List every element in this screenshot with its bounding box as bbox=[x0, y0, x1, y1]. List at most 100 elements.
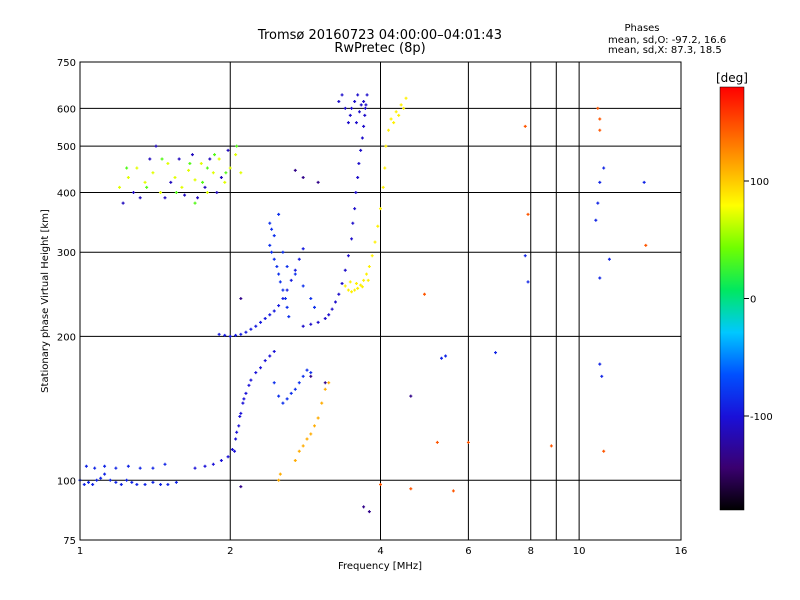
point-10-7 bbox=[642, 180, 646, 184]
point-1-2 bbox=[211, 462, 215, 466]
point-10-4 bbox=[526, 280, 530, 284]
point-0-23 bbox=[138, 466, 142, 470]
point-8-3 bbox=[174, 190, 178, 194]
point-11-9 bbox=[644, 243, 648, 247]
x-tick-label-5: 10 bbox=[573, 546, 586, 557]
point-10-8 bbox=[598, 362, 602, 366]
y-tick-label-4: 400 bbox=[57, 188, 76, 199]
point-10-1 bbox=[444, 354, 448, 358]
point-7-3 bbox=[148, 157, 152, 161]
point-9-5 bbox=[312, 424, 316, 428]
point-4-22 bbox=[365, 93, 369, 97]
point-6-0 bbox=[118, 185, 122, 189]
point-7-9 bbox=[190, 153, 194, 157]
point-5-19 bbox=[399, 103, 403, 107]
point-4-4 bbox=[327, 313, 331, 317]
point-11-8 bbox=[598, 128, 602, 132]
point-12-4 bbox=[293, 168, 297, 172]
point-0-4 bbox=[95, 478, 99, 482]
point-9-2 bbox=[301, 444, 305, 448]
point-11-5 bbox=[526, 212, 530, 216]
point-5-22 bbox=[397, 113, 401, 117]
point-7-1 bbox=[132, 190, 136, 194]
point-4-12 bbox=[351, 221, 355, 225]
x-tick-label-0: 1 bbox=[77, 546, 83, 557]
point-5-26 bbox=[360, 285, 364, 289]
point-5-27 bbox=[366, 278, 370, 282]
point-8-0 bbox=[125, 166, 129, 170]
point-4-29 bbox=[340, 93, 344, 97]
point-4-35 bbox=[363, 106, 367, 110]
point-4-14 bbox=[354, 190, 358, 194]
point-4-16 bbox=[357, 161, 361, 165]
point-8-9 bbox=[193, 201, 197, 205]
point-12-0 bbox=[239, 485, 243, 489]
point-5-3 bbox=[353, 288, 357, 292]
point-1-4 bbox=[226, 455, 230, 459]
point-4-13 bbox=[353, 207, 357, 211]
point-9-0 bbox=[293, 458, 297, 462]
point-6-15 bbox=[223, 180, 227, 184]
point-4-3 bbox=[323, 316, 327, 320]
point-9-9 bbox=[327, 381, 331, 385]
point-12-9 bbox=[239, 297, 243, 301]
point-3-19 bbox=[312, 305, 316, 309]
point-9-8 bbox=[323, 387, 327, 391]
point-1-15 bbox=[263, 359, 267, 363]
point-1-16 bbox=[268, 354, 272, 358]
point-12-2 bbox=[367, 510, 371, 514]
point-5-11 bbox=[376, 224, 380, 228]
point-2-9 bbox=[263, 316, 267, 320]
point-6-1 bbox=[126, 175, 130, 179]
point-5-8 bbox=[367, 265, 371, 269]
point-4-15 bbox=[356, 175, 360, 179]
point-1-5 bbox=[230, 447, 234, 451]
chart-title: Tromsø 20160723 04:00:00–04:01:43 bbox=[257, 28, 502, 43]
point-5-25 bbox=[354, 282, 358, 286]
point-6-9 bbox=[187, 168, 191, 172]
stats-line-x: mean, sd,X: 87.3, 18.5 bbox=[608, 45, 722, 56]
point-11-1 bbox=[409, 487, 413, 491]
point-3-0 bbox=[268, 243, 272, 247]
point-1-3 bbox=[219, 458, 223, 462]
point-6-14 bbox=[217, 157, 221, 161]
point-6-5 bbox=[159, 190, 163, 194]
point-6-8 bbox=[180, 185, 184, 189]
point-1-6 bbox=[234, 437, 238, 441]
point-0-11 bbox=[130, 480, 134, 484]
point-9-1 bbox=[297, 449, 301, 453]
point-7-11 bbox=[203, 185, 207, 189]
point-5-4 bbox=[356, 286, 360, 290]
colorbar-tick-label-2: -100 bbox=[750, 412, 773, 423]
point-7-15 bbox=[226, 148, 230, 152]
point-3-3 bbox=[275, 265, 279, 269]
point-3-5 bbox=[278, 280, 282, 284]
point-0-24 bbox=[151, 466, 155, 470]
point-10-0 bbox=[440, 356, 443, 360]
point-2-7 bbox=[254, 324, 258, 328]
point-1-20 bbox=[238, 414, 242, 418]
point-0-16 bbox=[166, 482, 170, 486]
point-0-6 bbox=[103, 472, 107, 476]
point-3-17 bbox=[301, 284, 305, 288]
point-5-6 bbox=[362, 278, 366, 282]
point-12-7 bbox=[316, 180, 320, 184]
point-3-7 bbox=[283, 297, 287, 301]
point-4-2 bbox=[316, 320, 320, 324]
point-9-6 bbox=[316, 416, 320, 420]
point-4-6 bbox=[333, 300, 337, 304]
point-5-17 bbox=[389, 117, 393, 121]
point-2-18 bbox=[301, 247, 305, 251]
point-3-14 bbox=[281, 250, 285, 254]
point-7-0 bbox=[121, 201, 125, 205]
data-points bbox=[78, 93, 648, 514]
point-1-9 bbox=[241, 401, 245, 405]
point-4-25 bbox=[353, 100, 357, 104]
colorbar-ticks: 100 0 -100 bbox=[744, 177, 773, 423]
colorbar-tick-label-0: 100 bbox=[750, 177, 769, 188]
point-10-5 bbox=[598, 180, 602, 184]
point-4-10 bbox=[346, 254, 350, 258]
point-2-2 bbox=[228, 334, 232, 338]
grid-lines bbox=[80, 62, 681, 540]
point-4-9 bbox=[343, 268, 347, 272]
